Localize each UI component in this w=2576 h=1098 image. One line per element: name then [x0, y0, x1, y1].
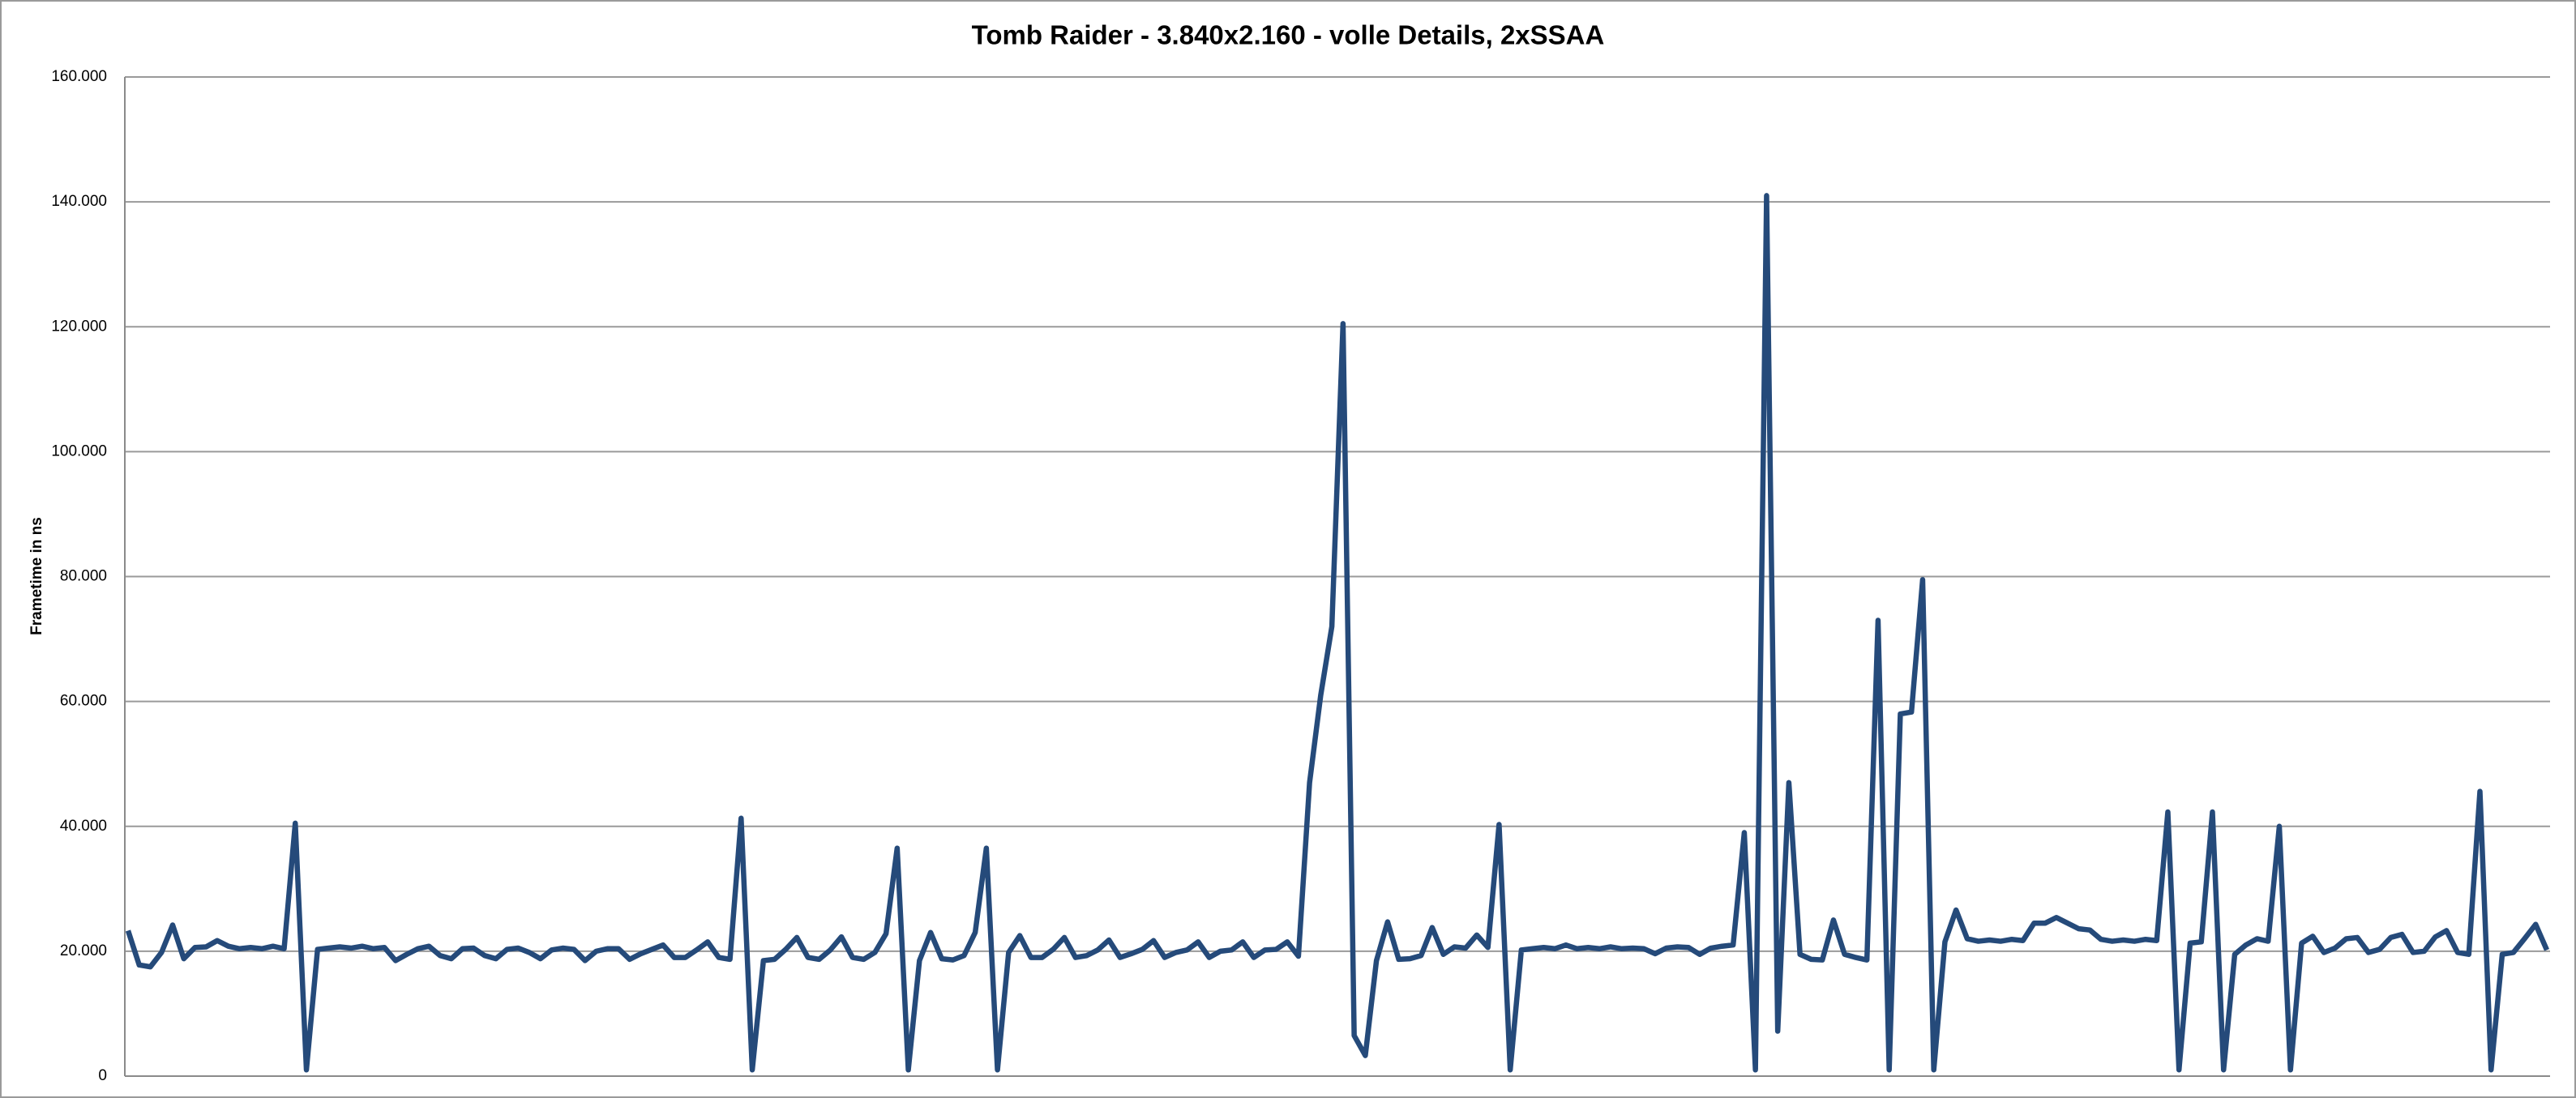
- y-tick-label: 100.000: [51, 442, 107, 459]
- y-tick-label: 80.000: [60, 568, 107, 585]
- y-tick-label: 160.000: [51, 68, 107, 85]
- y-tick-label: 120.000: [51, 318, 107, 335]
- data-line: [125, 193, 2549, 1073]
- y-tick-label: 20.000: [60, 942, 107, 959]
- y-tick-label: 140.000: [51, 193, 107, 210]
- y-axis-label: Frametime in ns: [28, 517, 45, 635]
- y-tick-label: 0: [98, 1067, 107, 1084]
- chart-title: Tomb Raider - 3.840x2.160 - volle Detail…: [972, 20, 1605, 50]
- y-tick-label: 60.000: [60, 693, 107, 710]
- y-tick-label: 40.000: [60, 818, 107, 835]
